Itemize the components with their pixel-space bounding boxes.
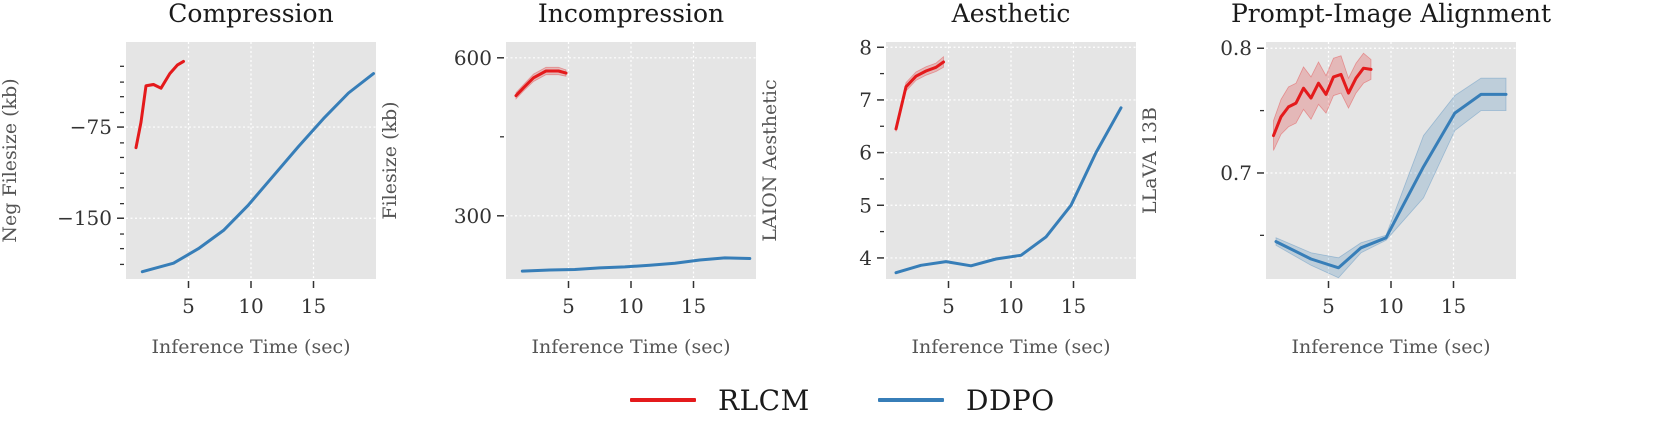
y-axis-label: Filesize (kb) xyxy=(379,101,401,219)
panel-compression: −150 −75 5 10 15 Compression Inference Time (s… xyxy=(0,0,376,358)
x-axis-label: Inference Time (sec) xyxy=(1291,336,1490,358)
panel-aesthetic: 4 5 6 7 8 5 10 15 Aesthetic Inference Time (sec) L… xyxy=(759,0,1136,358)
x-tick-label: 5 xyxy=(182,294,195,318)
x-tick-label: 10 xyxy=(238,294,263,318)
legend-item-ddpo: DDPO xyxy=(878,380,1055,420)
x-tick-label: 15 xyxy=(1061,294,1086,318)
y-tick-label: 600 xyxy=(454,46,492,70)
y-tick-label: 7 xyxy=(859,88,872,112)
x-tick-label: 10 xyxy=(618,294,643,318)
x-tick-label: 5 xyxy=(562,294,575,318)
series-line-rlcm xyxy=(894,60,945,131)
y-axis-label: Neg Filesize (kb) xyxy=(0,78,21,242)
y-axis-label: LLaVA 13B xyxy=(1139,107,1161,214)
y-tick-label: 300 xyxy=(454,204,492,228)
series-line-ddpo xyxy=(894,106,1123,275)
y-tick-label: 0.7 xyxy=(1220,161,1252,185)
legend-line-rlcm xyxy=(630,398,696,402)
x-tick-label: 15 xyxy=(301,294,326,318)
panel-incompression: 300 600 5 10 15 Incompression Inference Time (… xyxy=(379,0,756,358)
legend-label-rlcm: RLCM xyxy=(718,383,810,417)
chart-figure: −150 −75 5 10 15 Compression Inference Time (s… xyxy=(0,0,1551,358)
chart-title: Prompt-Image Alignment xyxy=(1231,0,1551,28)
series-line-ddpo xyxy=(140,72,375,274)
y-tick-label: −150 xyxy=(57,206,112,230)
x-tick-label: 5 xyxy=(942,294,955,318)
chart-title: Incompression xyxy=(538,0,724,28)
y-tick-label: −75 xyxy=(70,115,112,139)
y-tick-label: 4 xyxy=(859,246,872,270)
panel-prompt-image-alignment: 0.7 0.8 5 10 15 Prompt-Image Alignment Inferen… xyxy=(1139,0,1551,358)
y-tick-label: 8 xyxy=(859,35,872,59)
legend-line-ddpo xyxy=(878,398,944,402)
x-tick-label: 10 xyxy=(1378,294,1403,318)
series-line-rlcm xyxy=(1272,66,1373,138)
legend: RLCM DDPO xyxy=(0,380,1662,430)
y-tick-label: 0.8 xyxy=(1220,36,1252,60)
y-tick-label: 6 xyxy=(859,141,872,165)
chart-title: Compression xyxy=(168,0,333,28)
y-tick-label: 5 xyxy=(859,193,872,217)
chart-title: Aesthetic xyxy=(951,0,1071,28)
band-ddpo xyxy=(1275,77,1507,279)
series-line-ddpo xyxy=(520,256,752,273)
legend-label-ddpo: DDPO xyxy=(966,383,1055,417)
x-axis-label: Inference Time (sec) xyxy=(531,336,730,358)
y-axis-label: LAION Aesthetic xyxy=(759,79,781,241)
series-line-rlcm xyxy=(514,69,568,98)
x-axis-label: Inference Time (sec) xyxy=(911,336,1110,358)
x-tick-label: 15 xyxy=(1441,294,1466,318)
x-tick-label: 5 xyxy=(1322,294,1335,318)
legend-item-rlcm: RLCM xyxy=(630,380,810,420)
x-tick-label: 15 xyxy=(681,294,706,318)
band-rlcm xyxy=(1273,52,1372,151)
x-axis-label: Inference Time (sec) xyxy=(151,336,350,358)
x-tick-label: 10 xyxy=(998,294,1023,318)
series-line-rlcm xyxy=(134,59,185,150)
series-line-ddpo xyxy=(1274,92,1508,270)
